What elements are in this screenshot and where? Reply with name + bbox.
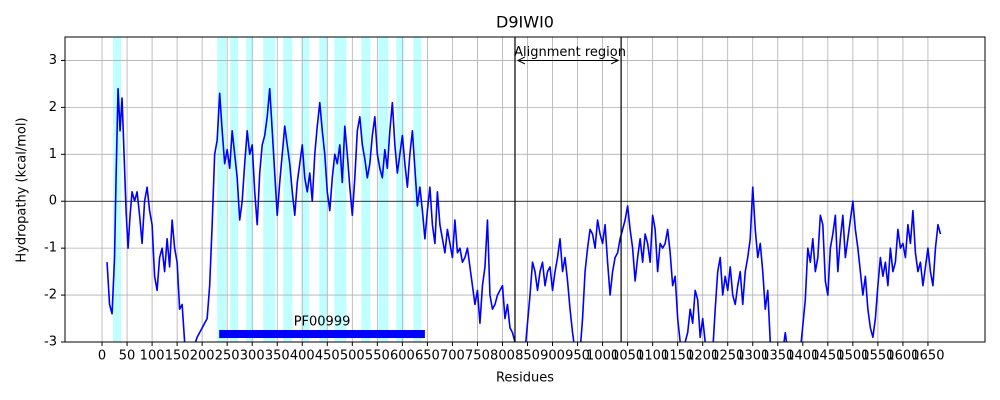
y-tick-label: 2 (49, 100, 57, 115)
shaded-region (301, 37, 310, 342)
x-tick-label: 550 (365, 349, 390, 364)
plot-frame (64, 36, 986, 343)
x-tick-label: 150 (165, 349, 190, 364)
shaded-region (246, 37, 254, 342)
x-tick-label: 950 (565, 349, 590, 364)
shaded-region (113, 37, 122, 342)
shaded-region (378, 37, 389, 342)
arrow-head (516, 56, 526, 65)
x-tick-label: 650 (415, 349, 440, 364)
x-tick-label: 1500 (836, 349, 869, 364)
x-tick-label: 850 (515, 349, 540, 364)
x-tick-label: 1450 (811, 349, 844, 364)
y-tick-label: -2 (44, 288, 57, 303)
x-tick-label: 1050 (611, 349, 644, 364)
x-tick-label: 1600 (886, 349, 919, 364)
x-tick-label: 600 (390, 349, 415, 364)
shaded-region (361, 37, 371, 342)
x-tick-label: 1400 (786, 349, 819, 364)
y-tick-label: 3 (49, 53, 57, 68)
x-tick-label: 1200 (686, 349, 719, 364)
x-tick-label: 1650 (911, 349, 944, 364)
x-tick-label: 1300 (736, 349, 769, 364)
shaded-region (283, 37, 293, 342)
x-tick-label: 250 (215, 349, 240, 364)
x-tick-label: 700 (440, 349, 465, 364)
arrow-head (610, 56, 620, 65)
y-tick-label: -1 (44, 241, 57, 256)
x-tick-label: 350 (265, 349, 290, 364)
x-axis-label: Residues (496, 371, 554, 386)
y-tick-label: -3 (44, 335, 57, 350)
x-tick-label: 500 (340, 349, 365, 364)
y-tick-label: 1 (49, 147, 57, 162)
shaded-region (263, 37, 276, 342)
shaded-region (396, 37, 405, 342)
x-tick-label: 900 (540, 349, 565, 364)
domain-bar (219, 330, 425, 339)
shaded-region (334, 37, 347, 342)
x-tick-label: 800 (490, 349, 515, 364)
plot-area (65, 37, 985, 342)
x-tick-label: 300 (240, 349, 265, 364)
x-tick-label: 1350 (761, 349, 794, 364)
chart-title: D9IWI0 (496, 13, 554, 32)
domain-label: PF00999 (294, 315, 351, 330)
x-tick-label: 0 (98, 349, 106, 364)
shaded-region (319, 37, 328, 342)
shaded-region (217, 37, 227, 342)
x-tick-label: 400 (290, 349, 315, 364)
shaded-region (230, 37, 239, 342)
x-tick-label: 100 (140, 349, 165, 364)
x-tick-label: 1000 (586, 349, 619, 364)
y-tick-label: 0 (49, 194, 57, 209)
x-tick-label: 200 (190, 349, 215, 364)
y-axis-label: Hydropathy (kcal/mol) (15, 117, 30, 262)
x-tick-label: 1550 (861, 349, 894, 364)
x-tick-label: 450 (315, 349, 340, 364)
x-tick-label: 1250 (711, 349, 744, 364)
x-tick-label: 1150 (661, 349, 694, 364)
alignment-label: Alignment region (514, 45, 626, 60)
shaded-region (413, 37, 422, 342)
x-tick-label: 750 (465, 349, 490, 364)
hydropathy-line (106, 87, 942, 342)
x-tick-label: 1100 (636, 349, 669, 364)
x-tick-label: 50 (119, 349, 136, 364)
